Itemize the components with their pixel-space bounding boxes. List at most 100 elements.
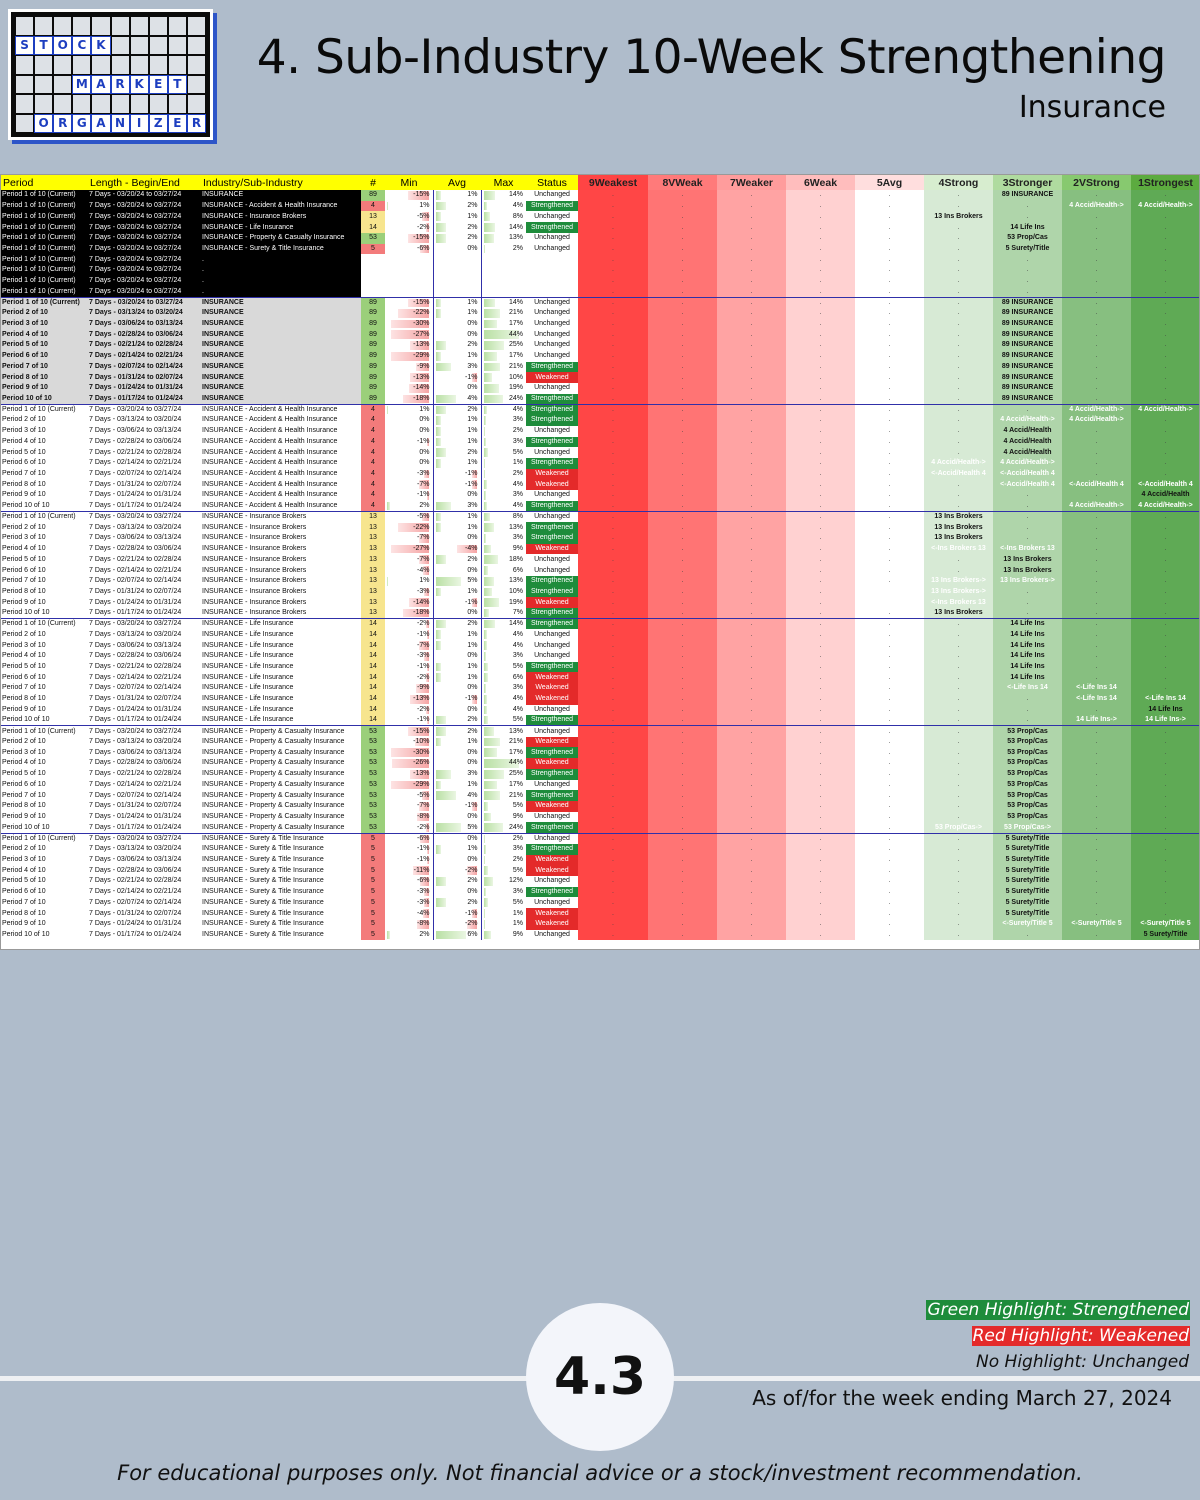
value-label: -5% [417,513,430,521]
zone-cell: 13 Ins Brokers-> [993,575,1062,587]
zone-cell: . [578,275,648,287]
period-cell: Period 10 of 10 [2,501,50,509]
logo-tile [16,56,34,74]
zone-cell: . [578,511,648,523]
zone-cell: . [855,704,924,716]
zone-cell: . [578,747,648,759]
table-row: Period 2 of 10 7 Days - 03/13/24 to 03/20… [1,307,1199,319]
table-row: Period 4 of 10 7 Days - 02/28/24 to 03/06… [1,436,1199,448]
zone-cell: . [578,843,648,855]
status-cell: Weakened [526,736,578,748]
value-label: 13% [508,727,523,735]
zone-cell: 13 Ins Brokers [993,554,1062,566]
period-cell: Period 5 of 10 [2,662,46,670]
zone-cell: . [578,854,648,866]
zone-cell: 14 Life Ins [1131,704,1199,716]
zone-cell: . [578,832,648,844]
period-cell: Period 5 of 10 [2,770,46,778]
value-label: -8% [417,920,430,928]
length-cell: 7 Days - 03/20/24 to 03/27/24 [88,832,201,844]
logo-tile [187,56,205,74]
zone-cell: . [717,608,786,619]
zone-cell: . [924,382,993,394]
zone-cell: . [1062,457,1131,469]
logo-tile [149,95,167,113]
value-label: -29% [413,780,430,788]
zone-cell: . [648,715,717,726]
zone-cell: . [924,447,993,458]
logo-letter: C [72,35,92,55]
avg-cell: 1% [432,190,482,201]
value-bar [413,866,429,875]
value-label: -3% [417,470,430,478]
value-label: 0% [467,813,478,821]
column-header: Avg [433,175,481,190]
count-cell: 14 [361,715,385,726]
value-label: -27% [413,330,430,338]
value-bar [483,694,487,704]
data-table-container: Period Length - Begin/End Industry/Sub-Ind… [0,174,1200,950]
zone-cell: . [1131,372,1199,383]
value-bar [483,341,504,350]
value-bar [483,555,498,565]
max-cell: 3% [481,887,526,898]
zone-cell: . [855,415,924,426]
zone-cell: . [1131,254,1199,266]
min-cell: -30% [385,319,433,330]
max-cell: 10% [481,587,526,598]
period-cell: Period 2 of 10 [2,416,46,424]
zone-cell: . [855,318,924,330]
value-label: 1% [467,513,478,521]
zone-cell: 4 Accid/Health-> [924,457,993,469]
table-row: Period 1 of 10 (Current) 7 Days - 03/20/2… [1,403,1199,416]
industry-cell: INSURANCE - Surety & Title Insurance [202,898,324,906]
count-cell: 53 [361,768,385,780]
value-bar [427,716,429,725]
zone-cell: . [717,382,786,394]
value-label: -1% [465,480,478,488]
min-cell: -29% [385,780,433,791]
value-label: -14% [413,598,430,606]
max-cell: 3% [481,844,526,855]
zone-cell: . [855,307,924,319]
industry-cell: INSURANCE - Surety & Title Insurance [202,909,324,917]
column-header: 2VStrong [1062,175,1131,190]
value-label: 1% [467,191,478,199]
zone-cell: . [786,800,855,812]
zone-cell: . [717,768,786,780]
zone-cell: . [648,265,717,276]
zone-cell: . [648,843,717,855]
zone-cell: . [1131,243,1199,255]
max-cell: 18% [481,554,526,565]
value-label: 7% [512,609,523,617]
logo-letter: O [53,35,73,55]
zone-cell: . [786,265,855,276]
max-cell: 1% [481,908,526,919]
zone-cell: 13 Ins Brokers [924,522,993,533]
status-cell: Unchanged [534,319,570,327]
zone-cell: . [1131,265,1199,276]
length-cell: 7 Days - 03/13/24 to 03/20/24 [89,523,182,531]
zone-cell: . [717,425,786,437]
count-cell: 89 [361,361,385,373]
zone-cell: . [1131,800,1199,812]
status-cell: Unchanged [534,448,570,456]
zone-cell: . [786,854,855,866]
value-label: 2% [467,877,478,885]
zone-cell: . [855,758,924,769]
zone-cell: . [578,415,648,426]
value-bar [427,437,429,447]
zone-cell: . [924,393,993,405]
value-bar [483,930,491,940]
period-cell: Period 3 of 10 [1,318,88,330]
column-header: # [361,175,385,190]
value-label: 4% [512,405,523,413]
period-cell: Period 8 of 10 [2,480,46,488]
zone-cell: . [648,918,717,930]
period-cell: Period 1 of 10 (Current) [1,286,88,298]
table-row: Period 4 of 10 7 Days - 02/28/24 to 03/06… [1,329,1199,341]
industry-cell: INSURANCE - Property & Casualty Insuranc… [202,802,345,810]
max-cell: 9% [481,812,526,823]
zone-cell: 4 Accid/Health [993,425,1062,437]
zone-cell: 4 Accid/Health-> [1062,403,1131,416]
